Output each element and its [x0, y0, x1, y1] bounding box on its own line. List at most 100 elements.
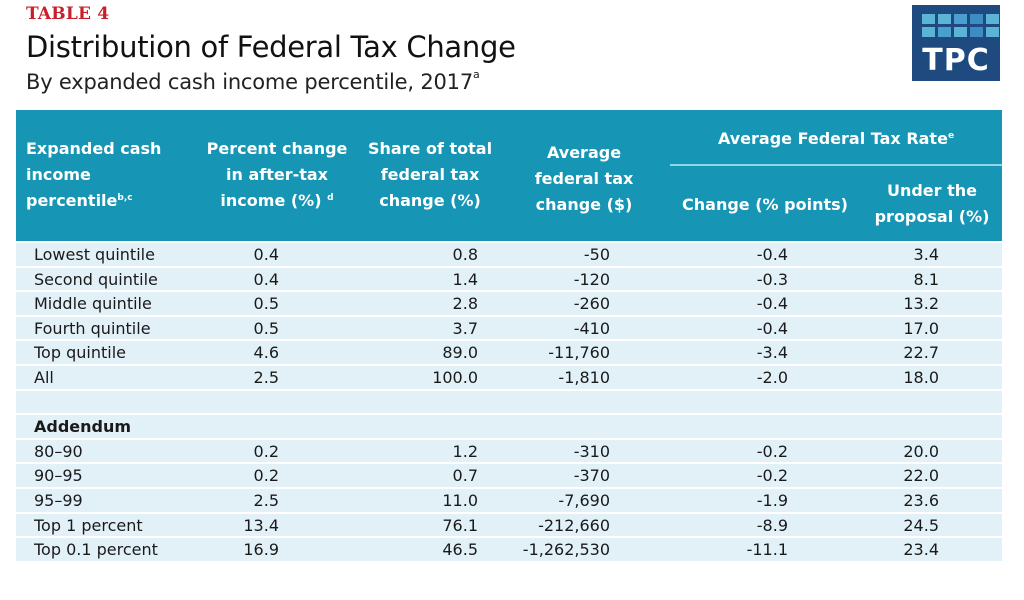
header-line: percentileb,c: [26, 188, 161, 214]
cell-avg-change: -50: [583, 245, 610, 264]
table-row: Lowest quintile 0.4 0.8 -50 -0.4 3.4: [16, 243, 1002, 268]
cell-rate-under: 3.4: [913, 245, 939, 264]
cell-rate-under: 24.5: [903, 515, 939, 535]
cell-rate-under: 23.4: [903, 540, 939, 560]
cell-pct-change: 0.2: [253, 441, 279, 461]
header-group-average-rate: Average Federal Tax Ratee: [670, 126, 1002, 152]
cell-pct-change: 0.5: [253, 318, 279, 338]
cell-pct-change: 4.6: [253, 343, 279, 363]
cell-share: 2.8: [452, 294, 478, 314]
cell-share: 3.7: [452, 318, 478, 338]
cell-rate-under: 8.1: [913, 269, 939, 289]
table-row: Fourth quintile 0.5 3.7 -410 -0.4 17.0: [16, 316, 1002, 342]
footnote-marker: d: [327, 193, 334, 203]
table-subtitle: By expanded cash income percentile, 2017…: [26, 68, 480, 94]
header-line: proposal (%): [874, 207, 990, 226]
logo-cell: [922, 14, 935, 24]
cell-rate-change: -3.4: [756, 343, 788, 363]
cell-avg-change: -120: [573, 269, 610, 289]
row-label: Lowest quintile: [34, 245, 155, 264]
cell-rate-change: -0.4: [756, 294, 788, 314]
logo-cell: [954, 14, 967, 24]
cell-share: 89.0: [442, 343, 478, 363]
cell-rate-change: -11.1: [746, 540, 788, 560]
addendum-label: Addendum: [34, 417, 132, 437]
cell-rate-change: -2.0: [756, 367, 788, 387]
cell-pct-change: 13.4: [243, 515, 279, 535]
header-line: Under the: [886, 181, 978, 200]
cell-share: 0.8: [452, 245, 478, 264]
addendum-header-row: Addendum: [16, 415, 1002, 440]
cell-share: 76.1: [442, 515, 478, 535]
logo-cell: [986, 14, 999, 24]
cell-rate-under: 18.0: [903, 367, 939, 387]
logo-cell: [986, 27, 999, 37]
cell-avg-change: -370: [573, 466, 610, 486]
cell-rate-under: 22.0: [903, 466, 939, 486]
table-title: Distribution of Federal Tax Change: [26, 30, 516, 64]
header-line: income: [26, 165, 91, 184]
header-line: Average: [546, 143, 622, 162]
cell-share: 0.7: [452, 466, 478, 486]
header-percent-change: Percent change in after-tax income (%) d: [202, 136, 352, 214]
cell-rate-change: -0.2: [756, 466, 788, 486]
header-line-text: percentile: [26, 191, 118, 210]
logo-cell: [922, 27, 935, 37]
cell-share: 11.0: [442, 490, 478, 510]
spacer-row: [16, 390, 1002, 416]
cell-avg-change: -7,690: [558, 490, 610, 510]
header-line: change ($): [535, 195, 633, 214]
row-label: All: [34, 367, 54, 387]
addendum-row: Top 1 percent 13.4 76.1 -212,660 -8.9 24.5: [16, 513, 1002, 539]
table-number-label: TABLE 4: [26, 4, 110, 24]
row-label: Middle quintile: [34, 294, 152, 314]
logo-cell: [938, 27, 951, 37]
addendum-row: Top 0.1 percent 16.9 46.5 -1,262,530 -11.1 23…: [16, 538, 1002, 563]
row-label: 90–95: [34, 466, 83, 486]
header-line: Share of total: [367, 139, 493, 158]
cell-share: 100.0: [432, 367, 478, 387]
footnote-marker: e: [947, 131, 955, 141]
table-row: All 2.5 100.0 -1,810 -2.0 18.0: [16, 365, 1002, 391]
row-label: Second quintile: [34, 269, 158, 289]
logo-cell: [954, 27, 967, 37]
header-line-text: income (%): [220, 191, 322, 210]
cell-rate-under: 22.7: [903, 343, 939, 363]
subtitle-footnote-marker: a: [473, 68, 480, 81]
row-label: 80–90: [34, 441, 83, 461]
cell-rate-change: -0.3: [756, 269, 788, 289]
header-line: Percent change: [206, 139, 348, 158]
header-line: in after-tax: [226, 165, 328, 184]
row-label: Fourth quintile: [34, 318, 151, 338]
group-label-text: Average Federal Tax Rate: [717, 129, 948, 148]
addendum-row: 80–90 0.2 1.2 -310 -0.2 20.0: [16, 439, 1002, 465]
logo-text: TPC: [922, 43, 990, 78]
cell-rate-change: -1.9: [756, 490, 788, 510]
cell-rate-under: 17.0: [903, 318, 939, 338]
cell-pct-change: 0.5: [253, 294, 279, 314]
header-line: change (%): [379, 191, 481, 210]
table-row: Second quintile 0.4 1.4 -120 -0.3 8.1: [16, 267, 1002, 293]
cell-pct-change: 0.4: [253, 245, 279, 264]
header-share: Share of total federal tax change (%): [362, 136, 498, 214]
row-label: Top 0.1 percent: [34, 540, 158, 560]
cell-avg-change: -1,810: [558, 367, 610, 387]
cell-avg-change: -260: [573, 294, 610, 314]
header-rate-under-proposal: Under the proposal (%): [862, 178, 1002, 230]
cell-rate-change: -8.9: [756, 515, 788, 535]
cell-pct-change: 0.2: [253, 466, 279, 486]
row-label: Top quintile: [34, 343, 126, 363]
row-label: Top 1 percent: [34, 515, 143, 535]
table-body: Lowest quintile 0.4 0.8 -50 -0.4 3.4 Second qu…: [16, 243, 1002, 563]
addendum-row: 90–95 0.2 0.7 -370 -0.2 22.0: [16, 464, 1002, 489]
table-row: Middle quintile 0.5 2.8 -260 -0.4 13.2: [16, 292, 1002, 317]
cell-rate-under: 20.0: [903, 441, 939, 461]
cell-pct-change: 2.5: [253, 490, 279, 510]
cell-pct-change: 2.5: [253, 367, 279, 387]
cell-rate-under: 13.2: [903, 294, 939, 314]
logo-cell: [970, 27, 983, 37]
row-label: 95–99: [34, 490, 83, 510]
group-divider: [670, 164, 1002, 166]
distribution-table: Expanded cash income percentileb,c Perce…: [16, 110, 1002, 596]
cell-rate-change: -0.2: [756, 441, 788, 461]
